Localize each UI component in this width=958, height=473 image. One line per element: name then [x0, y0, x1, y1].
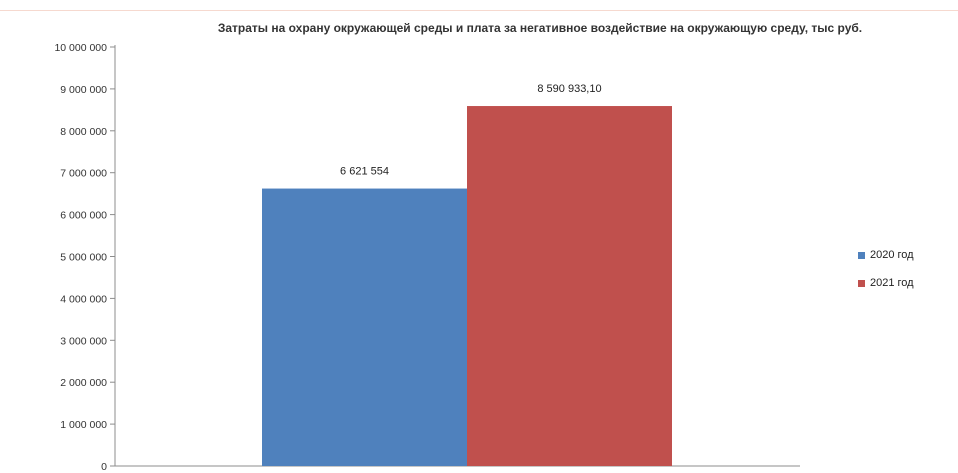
data-label-2021: 8 590 933,10: [537, 83, 601, 95]
legend-item-2020: 2020 год: [858, 247, 914, 263]
legend: 2020 год 2021 год: [858, 247, 914, 303]
legend-label-2021: 2021 год: [870, 277, 914, 289]
chart-title: Затраты на охрану окружающей среды и пла…: [217, 21, 863, 35]
y-tick-label: 8 000 000: [60, 126, 107, 138]
bars-group: [262, 106, 672, 466]
y-tick-label: 3 000 000: [60, 335, 107, 347]
y-tick-label: 2 000 000: [60, 377, 107, 389]
bar-2020: [262, 188, 467, 466]
bar-2021: [467, 106, 672, 466]
data-label-2020: 6 621 554: [340, 166, 389, 178]
y-tick-label: 4 000 000: [60, 293, 107, 305]
y-axis-ticks: 0 1 000 000 2 000 000 3 000 000 4 000 000 5 0…: [54, 42, 115, 473]
legend-item-2021: 2021 год: [858, 275, 914, 291]
data-labels-group: 6 621 554 8 590 933,10: [340, 83, 602, 178]
legend-swatch-2021: [858, 279, 865, 287]
y-tick-label: 10 000 000: [54, 42, 107, 54]
y-tick-label: 1 000 000: [60, 419, 107, 431]
y-tick-label: 6 000 000: [60, 210, 107, 222]
y-tick-label: 5 000 000: [60, 252, 107, 264]
legend-swatch-2020: [858, 251, 865, 259]
y-tick-label: 9 000 000: [60, 84, 107, 96]
top-border-line: [0, 10, 958, 11]
legend-label-2020: 2020 год: [870, 249, 914, 261]
y-tick-label: 0: [101, 461, 107, 473]
y-tick-label: 7 000 000: [60, 168, 107, 180]
